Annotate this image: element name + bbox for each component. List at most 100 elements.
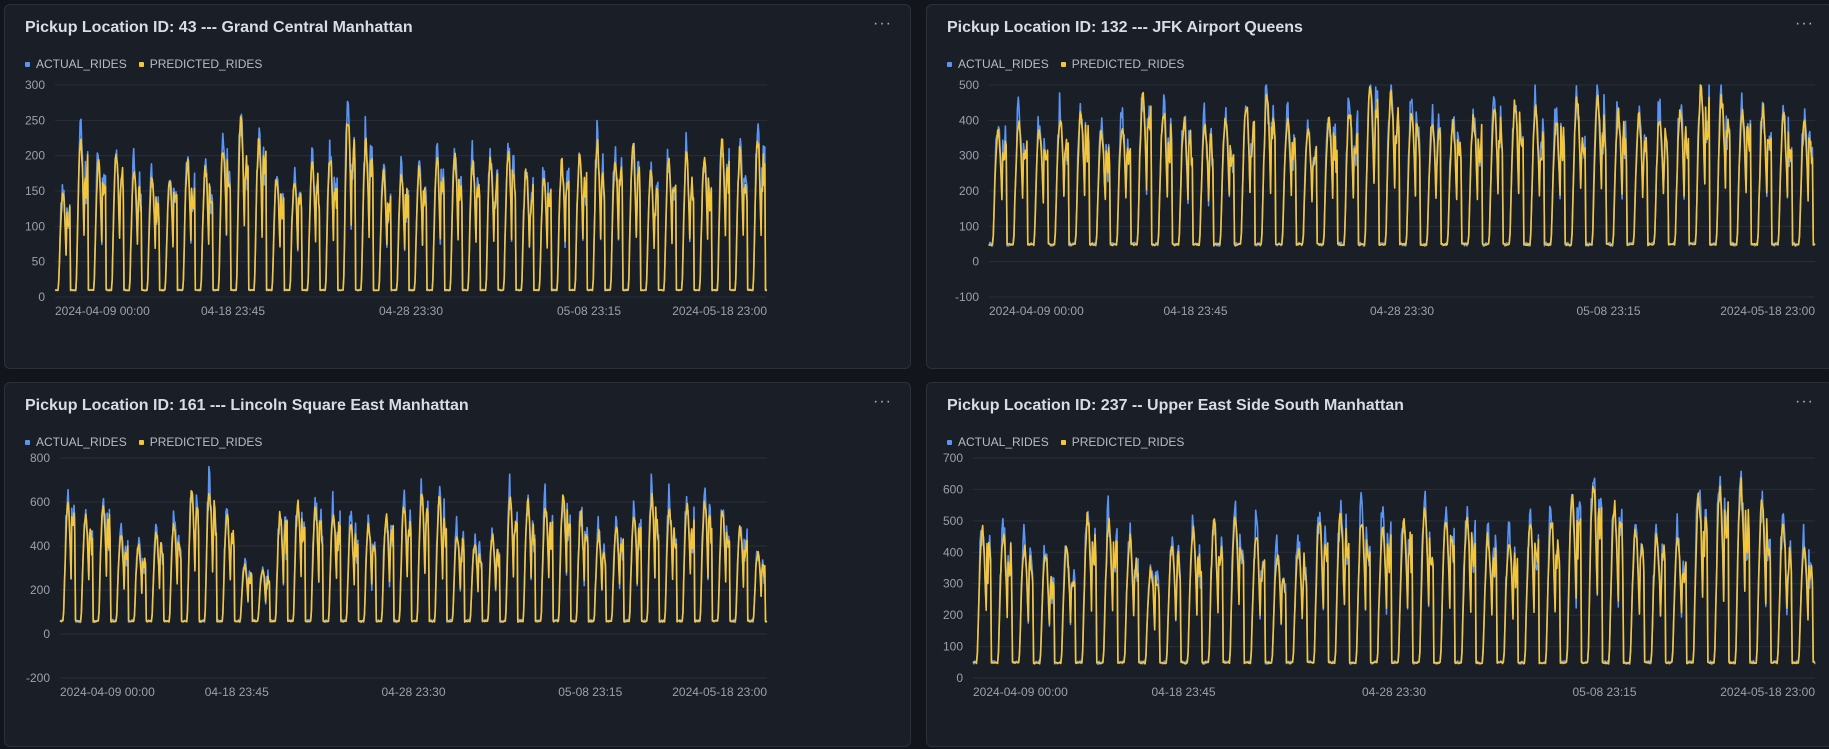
panel-title: Pickup Location ID: 43 --- Grand Central… — [25, 19, 413, 36]
legend-label-predicted: PREDICTED_RIDES — [1071, 435, 1185, 449]
y-tick-label: 0 — [43, 627, 50, 641]
x-tick-label: 2024-04-09 00:00 — [60, 685, 155, 699]
legend-item-predicted[interactable]: PREDICTED_RIDES — [1060, 57, 1185, 71]
y-tick-label: 150 — [25, 184, 45, 198]
series-line-predicted-rides[interactable] — [988, 84, 1816, 247]
legend-swatch-predicted — [138, 61, 144, 67]
legend-label-actual: ACTUAL_RIDES — [36, 435, 127, 449]
x-tick-label: 04-28 23:30 — [381, 685, 445, 699]
series-line-actual-rides[interactable] — [988, 84, 1816, 247]
series-line-actual-rides[interactable] — [54, 100, 768, 292]
x-tick-label: 2024-04-09 00:00 — [55, 304, 150, 318]
chart-legend: ACTUAL_RIDES PREDICTED_RIDES — [25, 435, 262, 449]
line-chart[interactable]: 0 100 200 300 400 500 600 700 2024-04-09 00:00 04… — [927, 383, 1829, 748]
y-tick-label: 500 — [959, 78, 979, 92]
y-tick-label: 100 — [943, 640, 963, 654]
panel-title: Pickup Location ID: 132 --- JFK Airport … — [947, 19, 1303, 36]
y-tick-label: 600 — [30, 495, 50, 509]
panel-menu-icon[interactable]: ··· — [1795, 393, 1814, 410]
y-tick-label: 200 — [25, 149, 45, 163]
y-tick-label: 700 — [943, 451, 963, 465]
legend-swatch-predicted — [1060, 61, 1066, 67]
chart-legend: ACTUAL_RIDES PREDICTED_RIDES — [947, 435, 1184, 449]
x-tick-label: 04-18 23:45 — [205, 685, 269, 699]
x-tick-label: 2024-05-18 23:00 — [1720, 304, 1815, 318]
line-chart[interactable]: 0 50 100 150 200 250 300 2024-04-09 00:00 04-18 … — [5, 5, 912, 370]
y-tick-label: 300 — [25, 78, 45, 92]
legend-swatch-predicted — [1060, 439, 1066, 445]
chart-legend: ACTUAL_RIDES PREDICTED_RIDES — [947, 57, 1184, 71]
legend-item-actual[interactable]: ACTUAL_RIDES — [947, 435, 1049, 449]
y-tick-label: 0 — [972, 255, 979, 269]
legend-label-predicted: PREDICTED_RIDES — [149, 57, 263, 71]
y-tick-label: 400 — [943, 545, 963, 559]
line-chart[interactable]: -200 0 200 400 600 800 2024-04-09 00:00 04-18 2… — [5, 383, 912, 748]
y-tick-label: 0 — [38, 290, 45, 304]
y-tick-label: 600 — [943, 482, 963, 496]
x-tick-label: 2024-04-09 00:00 — [989, 304, 1084, 318]
chart-panel-location-161: Pickup Location ID: 161 --- Lincoln Squa… — [4, 382, 911, 747]
x-tick-label: 2024-05-18 23:00 — [1720, 685, 1815, 699]
panel-menu-icon[interactable]: ··· — [873, 393, 892, 410]
legend-label-actual: ACTUAL_RIDES — [36, 57, 127, 71]
chart-panel-location-132: Pickup Location ID: 132 --- JFK Airport … — [926, 4, 1829, 369]
x-tick-label: 04-18 23:45 — [1163, 304, 1227, 318]
y-tick-label: -200 — [26, 671, 50, 685]
series-line-predicted-rides[interactable] — [59, 490, 768, 623]
y-tick-label: 200 — [943, 608, 963, 622]
chart-legend: ACTUAL_RIDES PREDICTED_RIDES — [25, 57, 262, 71]
legend-swatch-actual — [25, 439, 30, 445]
y-tick-label: 300 — [959, 149, 979, 163]
panel-menu-icon[interactable]: ··· — [1795, 15, 1814, 32]
x-tick-label: 04-18 23:45 — [1151, 685, 1215, 699]
y-tick-label: -100 — [955, 290, 979, 304]
panel-menu-icon[interactable]: ··· — [873, 15, 892, 32]
y-tick-label: 200 — [959, 184, 979, 198]
series-line-actual-rides[interactable] — [972, 470, 1816, 665]
line-chart[interactable]: -100 0 100 200 300 400 500 2024-04-09 00:00 04-1… — [927, 5, 1829, 370]
legend-label-actual: ACTUAL_RIDES — [958, 57, 1049, 71]
legend-item-predicted[interactable]: PREDICTED_RIDES — [138, 57, 263, 71]
panel-title: Pickup Location ID: 237 -- Upper East Si… — [947, 397, 1404, 414]
legend-label-actual: ACTUAL_RIDES — [958, 435, 1049, 449]
x-tick-label: 05-08 23:15 — [1576, 304, 1640, 318]
x-tick-label: 2024-04-09 00:00 — [973, 685, 1068, 699]
legend-swatch-predicted — [138, 439, 144, 445]
x-tick-label: 05-08 23:15 — [557, 304, 621, 318]
x-tick-label: 05-08 23:15 — [1572, 685, 1636, 699]
legend-swatch-actual — [947, 439, 952, 445]
x-tick-label: 04-28 23:30 — [1362, 685, 1426, 699]
legend-label-predicted: PREDICTED_RIDES — [1071, 57, 1185, 71]
y-tick-label: 100 — [25, 219, 45, 233]
y-tick-label: 400 — [30, 539, 50, 553]
legend-label-predicted: PREDICTED_RIDES — [149, 435, 263, 449]
series-line-predicted-rides[interactable] — [54, 115, 768, 292]
series-line-predicted-rides[interactable] — [972, 477, 1816, 665]
x-tick-label: 04-28 23:30 — [1370, 304, 1434, 318]
x-tick-label: 04-28 23:30 — [379, 304, 443, 318]
y-tick-label: 400 — [959, 113, 979, 127]
legend-item-actual[interactable]: ACTUAL_RIDES — [947, 57, 1049, 71]
legend-item-predicted[interactable]: PREDICTED_RIDES — [138, 435, 263, 449]
legend-item-predicted[interactable]: PREDICTED_RIDES — [1060, 435, 1185, 449]
y-tick-label: 200 — [30, 583, 50, 597]
y-tick-label: 100 — [959, 219, 979, 233]
y-tick-label: 500 — [943, 514, 963, 528]
panel-title: Pickup Location ID: 161 --- Lincoln Squa… — [25, 397, 469, 414]
x-tick-label: 05-08 23:15 — [558, 685, 622, 699]
legend-item-actual[interactable]: ACTUAL_RIDES — [25, 435, 127, 449]
legend-swatch-actual — [25, 61, 30, 67]
y-tick-label: 800 — [30, 451, 50, 465]
x-tick-label: 04-18 23:45 — [201, 304, 265, 318]
series-line-actual-rides[interactable] — [59, 465, 768, 624]
x-tick-label: 2024-05-18 23:00 — [672, 685, 767, 699]
chart-panel-location-237: Pickup Location ID: 237 -- Upper East Si… — [926, 382, 1829, 747]
legend-item-actual[interactable]: ACTUAL_RIDES — [25, 57, 127, 71]
legend-swatch-actual — [947, 61, 952, 67]
y-tick-label: 0 — [956, 671, 963, 685]
y-tick-label: 250 — [25, 113, 45, 127]
y-tick-label: 300 — [943, 577, 963, 591]
chart-panel-location-43: Pickup Location ID: 43 --- Grand Central… — [4, 4, 911, 369]
y-tick-label: 50 — [32, 255, 46, 269]
x-tick-label: 2024-05-18 23:00 — [672, 304, 767, 318]
